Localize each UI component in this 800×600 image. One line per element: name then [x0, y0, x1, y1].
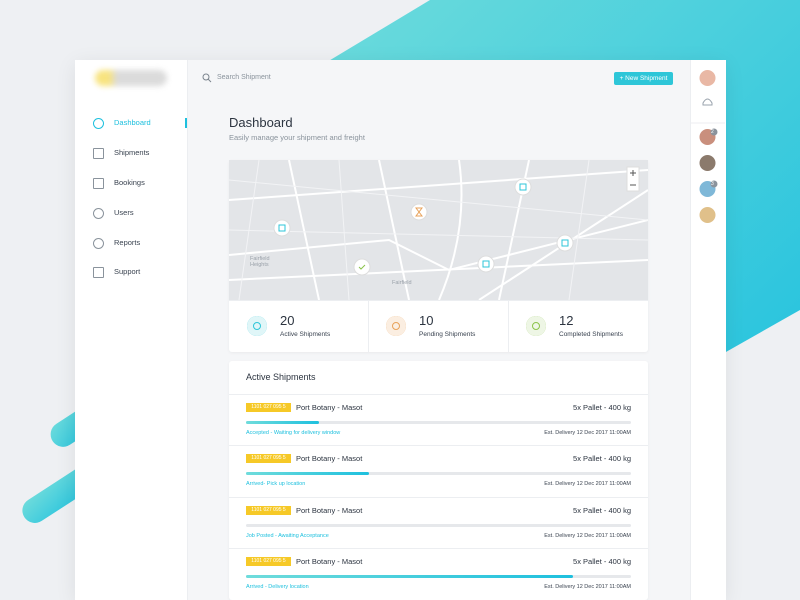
- tracking-id: 1101 027 095 5: [246, 403, 291, 412]
- divider: [368, 300, 369, 352]
- nav-icon: [93, 208, 104, 219]
- nav-item[interactable]: Reports: [114, 238, 141, 247]
- progress-bar: [246, 421, 320, 424]
- stat-icon: [386, 316, 406, 336]
- stat-value: 12: [559, 313, 574, 328]
- load: 5x Pallet - 400 kg: [573, 505, 631, 515]
- status: Arrived - Delivery location: [246, 583, 309, 590]
- eta: Est. Delivery 12 Dec 2017 11:00AM: [544, 430, 631, 436]
- row-divider: [229, 394, 648, 395]
- route: Port Botany - Masot: [296, 454, 363, 464]
- load: 5x Pallet - 400 kg: [573, 403, 631, 412]
- nav-icon: [93, 267, 104, 278]
- tracking-id: 1101 027 095 5: [246, 556, 291, 566]
- nav-item[interactable]: Dashboard: [114, 118, 151, 127]
- tracking-id: 1101 027 095 5: [246, 454, 291, 464]
- stat-icon: [247, 316, 267, 336]
- status: Arrived- Pick up location: [246, 481, 306, 488]
- nav-icon: [93, 178, 104, 189]
- eta: Est. Delivery 12 Dec 2017 11:00AM: [544, 481, 631, 488]
- right-rail: [690, 60, 726, 600]
- row-divider: [229, 496, 648, 498]
- row-divider: [229, 547, 648, 549]
- load: 5x Pallet - 400 kg: [573, 454, 631, 464]
- page-subtitle: Easily manage your shipment and freight: [229, 133, 365, 142]
- route: Port Botany - Masot: [296, 556, 363, 566]
- rail-icons: [690, 70, 725, 223]
- stat-label: Completed Shipments: [559, 331, 623, 338]
- tracking-id: 1101 027 095 5: [246, 505, 291, 515]
- stat-icon: [526, 316, 546, 336]
- shipments-title: Active Shipments: [246, 372, 316, 382]
- active-indicator: [185, 118, 187, 128]
- row-divider: [229, 445, 648, 447]
- search-input[interactable]: Search Shipment: [217, 74, 271, 81]
- progress-bar: [246, 574, 574, 578]
- stat-value: 10: [419, 313, 434, 328]
- route: Port Botany - Masot: [296, 403, 363, 412]
- divider: [508, 300, 509, 352]
- sidebar: [75, 60, 188, 600]
- nav-item[interactable]: Support: [114, 267, 141, 276]
- progress-track: [246, 472, 631, 476]
- new-shipment-button[interactable]: + New Shipment: [614, 72, 673, 85]
- progress-track: [246, 421, 631, 424]
- status: Accepted - Waiting for delivery window: [246, 430, 341, 436]
- progress-track: [246, 523, 631, 527]
- shipments-card: [229, 361, 648, 600]
- nav-icon: [93, 238, 104, 249]
- page-title: Dashboard: [229, 115, 293, 130]
- eta: Est. Delivery 12 Dec 2017 11:00AM: [544, 532, 631, 539]
- nav-item[interactable]: Bookings: [114, 178, 145, 187]
- map: [229, 160, 648, 300]
- route: Port Botany - Masot: [296, 505, 363, 515]
- divider: [229, 300, 648, 301]
- progress-bar: [246, 472, 370, 476]
- map-label: Fairfield Heights: [250, 256, 270, 268]
- nav-item[interactable]: Users: [114, 208, 134, 217]
- load: 5x Pallet - 400 kg: [573, 556, 631, 566]
- map-label: Fairfield: [392, 280, 412, 286]
- stat-value: 20: [280, 313, 295, 328]
- logo: [95, 70, 167, 86]
- stat-label: Pending Shipments: [419, 331, 476, 338]
- search-icon: [202, 73, 212, 83]
- eta: Est. Delivery 12 Dec 2017 11:00AM: [544, 583, 631, 590]
- nav-icon: [93, 118, 104, 129]
- status: Job Posted - Awaiting Acceptance: [246, 532, 329, 539]
- badge: 2: [711, 129, 714, 135]
- nav-item[interactable]: Shipments: [114, 148, 150, 157]
- stat-label: Active Shipments: [280, 331, 331, 338]
- nav-icon: [93, 148, 104, 159]
- badge: 3: [711, 181, 714, 187]
